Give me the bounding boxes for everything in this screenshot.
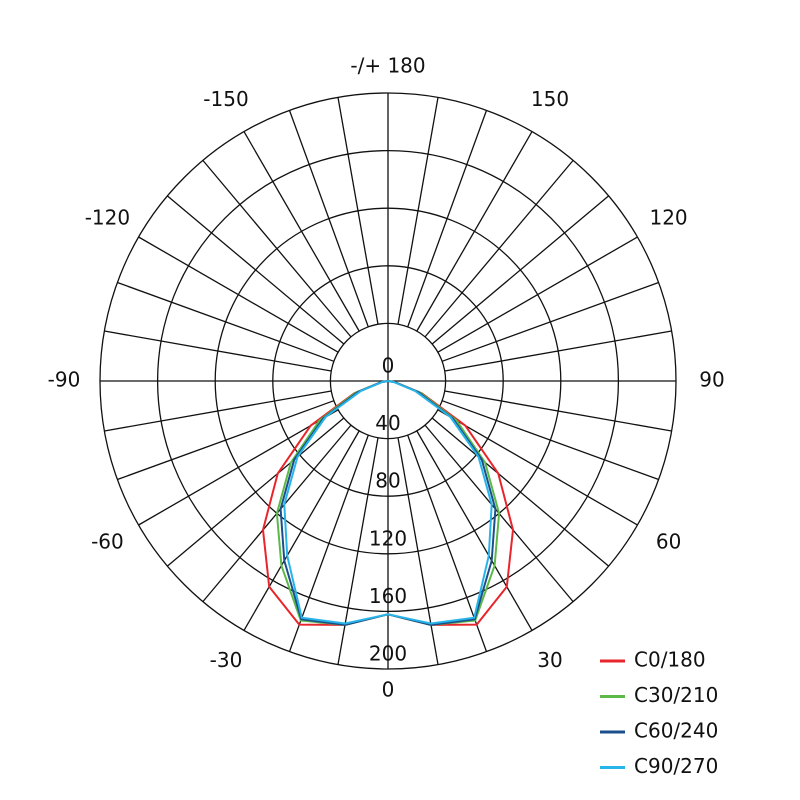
spoke: [337, 437, 379, 665]
angle-label: 30: [537, 648, 562, 672]
angle-grid-line: [416, 430, 533, 631]
angle-grid-line: [243, 430, 360, 631]
angle-grid-line: [243, 131, 360, 332]
radial-tick-label: 120: [369, 526, 407, 550]
spoke: [407, 434, 488, 652]
legend-label: C30/210: [634, 683, 718, 707]
spoke: [288, 110, 369, 328]
legend-label: C60/240: [634, 719, 718, 743]
spoke: [104, 330, 332, 372]
spoke: [431, 417, 610, 567]
spoke: [444, 330, 672, 372]
angle-label: -150: [203, 87, 248, 111]
spoke: [104, 390, 332, 432]
angle-label: 120: [649, 206, 687, 230]
spoke: [288, 434, 369, 652]
angle-label: -/+ 180: [350, 54, 425, 78]
spoke: [397, 97, 439, 325]
angle-label: 90: [699, 368, 724, 392]
spoke: [397, 437, 439, 665]
angle-label: 60: [656, 530, 681, 554]
angle-grid-line: [416, 131, 533, 332]
radial-tick-label: 200: [369, 642, 407, 666]
spoke: [424, 159, 574, 338]
angle-label: -90: [48, 368, 81, 392]
spoke: [117, 281, 335, 362]
angle-label: -30: [210, 648, 243, 672]
angle-grid-line: [138, 409, 339, 526]
radial-tick-label: 40: [375, 411, 400, 435]
spoke: [431, 195, 610, 345]
spoke: [441, 281, 659, 362]
legend-label: C0/180: [634, 648, 706, 672]
angle-grid-line: [437, 409, 638, 526]
legend-label: C90/270: [634, 754, 718, 778]
angle-grid-line: [437, 236, 638, 353]
angle-label: 0: [382, 678, 395, 702]
spoke: [202, 159, 352, 338]
spoke: [166, 195, 345, 345]
angle-label: -60: [91, 530, 124, 554]
radial-tick-label: 80: [375, 469, 400, 493]
angle-grid-line: [138, 236, 339, 353]
spoke: [407, 110, 488, 328]
angle-label: 150: [531, 87, 569, 111]
spoke: [444, 390, 672, 432]
series-line: [283, 380, 493, 625]
angle-label: -120: [85, 206, 130, 230]
radial-tick-label: 0: [382, 354, 395, 378]
radial-tick-label: 160: [369, 584, 407, 608]
spoke: [441, 400, 659, 481]
spoke: [117, 400, 335, 481]
spoke: [337, 97, 379, 325]
spoke: [166, 417, 345, 567]
